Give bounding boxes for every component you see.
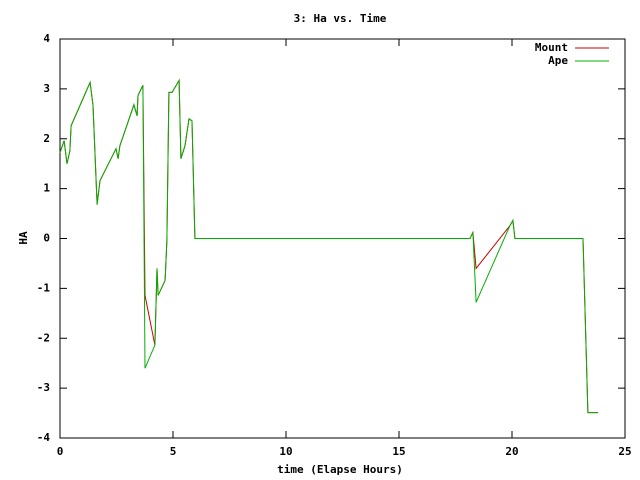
y-tick-label: 4 — [43, 32, 50, 45]
x-tick-label: 20 — [505, 445, 518, 458]
chart-title: 3: Ha vs. Time — [294, 12, 387, 25]
x-tick-label: 5 — [170, 445, 177, 458]
x-tick-label: 25 — [618, 445, 631, 458]
x-tick-label: 10 — [279, 445, 292, 458]
x-axis-label: time (Elapse Hours) — [277, 463, 403, 476]
y-tick-label: -1 — [37, 281, 51, 294]
y-tick-label: 0 — [43, 232, 50, 245]
plot-border — [59, 38, 626, 439]
y-tick-label: -2 — [37, 331, 50, 344]
x-tick-label: 0 — [57, 445, 64, 458]
x-tick-label: 15 — [392, 445, 405, 458]
y-tick-label: 1 — [43, 182, 50, 195]
data-line — [59, 78, 599, 414]
y-tick-label: -4 — [37, 431, 51, 444]
y-axis-label: HA — [17, 231, 30, 245]
legend-label: Ape — [548, 54, 568, 67]
legend-label: Mount — [535, 41, 568, 54]
y-tick-label: 2 — [43, 132, 50, 145]
y-tick-label: -3 — [37, 381, 50, 394]
y-tick-label: 3 — [43, 82, 50, 95]
